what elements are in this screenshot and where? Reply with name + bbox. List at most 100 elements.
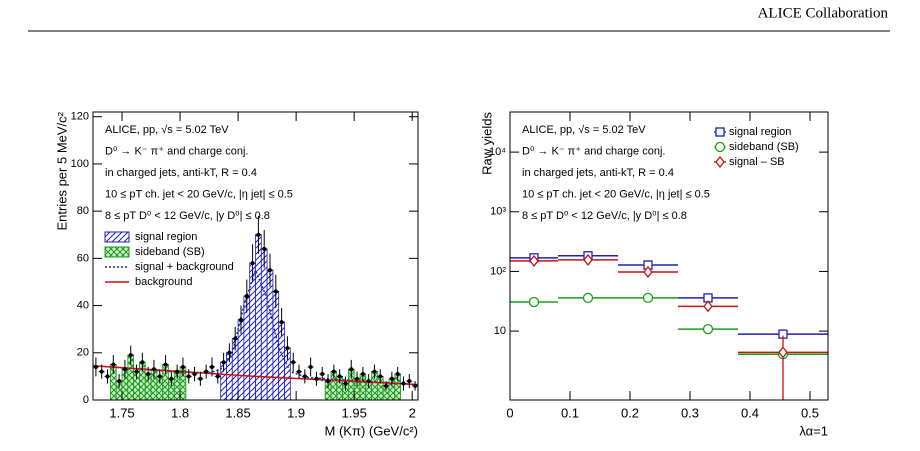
x-tick-label: 2 [409,405,416,420]
marker [528,296,540,308]
data-point [140,360,145,365]
x-tick-label: 1.8 [171,405,189,420]
annotation: in charged jets, anti-kT, R = 0.4 [522,167,674,179]
data-point [389,376,394,381]
region-bar [266,269,274,400]
data-point [297,369,302,374]
data-point [331,369,336,374]
legend-swatch [104,231,130,243]
data-point [209,364,214,369]
data-point [204,369,209,374]
x-tick-label: 1.85 [225,405,250,420]
data-point [372,369,377,374]
data-point [262,246,267,251]
marker [714,141,726,153]
data-point [157,374,162,379]
plot-frame [92,111,419,401]
marker [642,292,654,304]
data-point [343,381,348,386]
data-point [233,336,238,341]
marker [715,155,725,169]
marker [778,346,788,359]
data-point [256,232,261,237]
legend-label: signal + background [135,261,234,273]
marker [702,323,714,335]
data-point [413,383,418,388]
annotation: ALICE, pp, √s = 5.02 TeV [105,124,229,136]
x-tick-label: 0.2 [621,405,639,420]
data-point [180,364,185,369]
data-point [378,374,383,379]
y-tick-label: 20 [77,347,89,359]
data-point [337,374,342,379]
legend-label: signal region [729,126,791,138]
marker [715,127,725,137]
data-point [349,367,354,372]
legend-label: sideband (SB) [729,141,799,153]
header-title: ALICE Collaboration [758,5,889,21]
data-point [151,367,156,372]
y-tick-label: 10³ [490,206,506,218]
annotation: ALICE, pp, √s = 5.02 TeV [522,124,646,136]
legend-label: signal – SB [729,156,785,168]
data-point [198,376,203,381]
fit-line [93,365,418,386]
annotation: 10 ≤ pT ch. jet < 20 GeV/c, |η jet| ≤ 0.… [105,188,293,200]
marker [703,300,713,313]
legend-label: sideband (SB) [135,246,205,258]
data-point [244,294,249,299]
annotation: 8 ≤ pT D⁰ < 12 GeV/c, |y D⁰| ≤ 0.8 [522,210,687,222]
data-point [192,372,197,377]
plot-marks [93,215,418,400]
marker [583,253,593,266]
data-point [407,379,412,384]
data-point [215,374,220,379]
data-point [169,376,174,381]
data-point [238,317,243,322]
region-bar [255,234,262,400]
data-point [285,346,290,351]
data-point [250,261,255,266]
y-axis-label: Entries per 5 MeV/c² [54,111,69,230]
data-point [355,376,360,381]
marker [582,292,594,304]
data-point [273,289,278,294]
legend-label: signal region [135,231,197,243]
plot-marks [510,251,828,400]
data-point [175,369,180,374]
x-tick-label: 0.5 [801,405,819,420]
annotation: D⁰ → K⁻ π⁺ and charge conj. [522,145,665,157]
data-point [128,353,133,358]
data-point [105,374,110,379]
data-point [291,360,296,365]
data-point [395,372,400,377]
data-point [360,372,365,377]
y-tick-label: 10 [494,325,506,337]
y-axis-label: Raw yields [479,112,494,175]
data-point [111,362,116,367]
data-point [401,381,406,386]
legend-swatch [104,246,130,258]
y-tick-label: 0 [83,394,89,406]
data-point [99,369,104,374]
y-tick-label: 10² [490,265,506,277]
data-point [268,268,273,273]
y-tick-label: 80 [77,205,89,217]
data-point [279,320,284,325]
data-point [221,360,226,365]
annotation: D⁰ → K⁻ π⁺ and charge conj. [105,145,248,157]
y-tick-label: 40 [77,299,89,311]
data-point [122,367,127,372]
x-axis-label: λα=1 [799,423,828,438]
marker [643,265,653,278]
data-point [146,372,151,377]
data-point [163,362,168,367]
plot-frame [509,111,829,401]
data-point [227,350,232,355]
annotation: 8 ≤ pT D⁰ < 12 GeV/c, |y D⁰| ≤ 0.8 [105,210,270,222]
x-tick-label: 0.1 [561,405,579,420]
data-point [134,369,139,374]
data-point [117,379,122,384]
data-point [314,376,319,381]
